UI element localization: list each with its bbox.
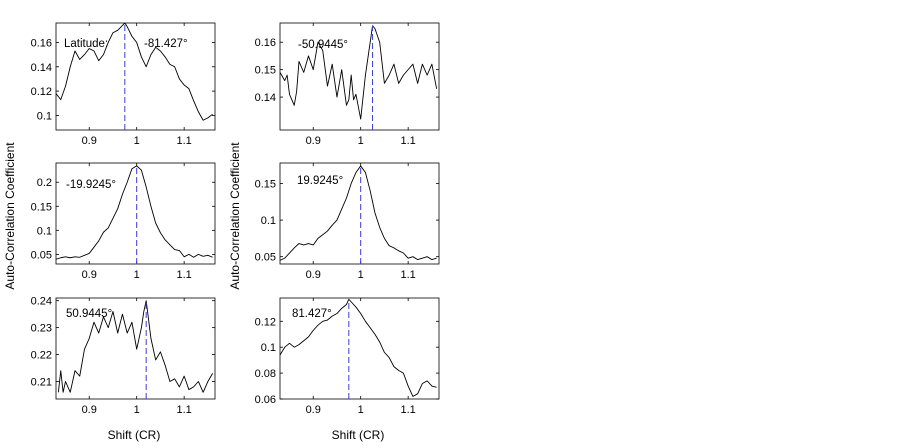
latitude-annotation: -19.9245° [66,179,116,191]
x-tick-label: 0.9 [306,404,321,416]
x-tick-label: 0.9 [306,269,321,281]
axes-box [279,162,440,265]
y-tick-label: 0.15 [31,201,52,213]
subplot-1: 0.1 0.12 0.14 0.16 0.9 1 1.1 Latitude: -81.427° [31,22,216,147]
y-tick-label: 0.22 [31,350,52,362]
x-tick-label: 1.1 [177,404,192,416]
series-line [57,300,214,393]
y-tick-label: 0.1 [261,342,276,354]
x-axis-label-left: Shift (CR) [108,428,161,442]
y-tick-label: 0.21 [31,376,52,388]
subplot-4: 0.05 0.1 0.15 0.9 1 1.1 19.9245° [255,162,440,281]
x-tick-label: 0.9 [82,404,97,416]
x-tick-label: 1.1 [401,404,416,416]
y-tick-label: 0.05 [255,252,276,264]
series-line [56,165,213,260]
y-axis-label-left: Auto-Correlation Coefficient [3,142,17,290]
y-tick-label: 0.15 [255,65,276,77]
subplot-5: 0.21 0.22 0.23 0.24 0.9 1 1.1 50.9445° [31,296,216,416]
y-tick-label: 0.05 [31,249,52,261]
x-tick-label: 1.1 [401,135,416,147]
y-tick-label: 0.08 [255,368,276,380]
series-line [56,23,213,121]
latitude-annotation: -50.9445° [298,39,348,51]
x-tick-label: 1.1 [177,269,192,281]
series-line [280,25,438,120]
x-tick-label: 1 [134,404,140,416]
y-tick-label: 0.1 [37,110,52,122]
x-tick-label: 1 [358,269,364,281]
axes-box [55,297,216,400]
y-tick-label: 0.16 [255,37,276,49]
x-tick-label: 1 [134,135,140,147]
y-tick-label: 0.14 [255,92,276,104]
x-tick-label: 1 [358,135,364,147]
y-tick-label: 0.15 [255,178,276,190]
y-tick-label: 0.2 [37,177,52,189]
annotation-prefix: Latitude: [64,38,108,50]
x-tick-label: 0.9 [82,135,97,147]
subplot-2: 0.14 0.15 0.16 0.9 1 1.1 -50.9445° [255,22,440,147]
series-line [280,165,437,261]
subplot-6: 0.06 0.08 0.1 0.12 0.9 1 1.1 81.427° [255,297,440,416]
y-tick-label: 0.23 [31,323,52,335]
x-tick-label: 1.1 [401,269,416,281]
y-tick-label: 0.24 [31,296,52,308]
subplot-3: 0.05 0.1 0.15 0.2 0.9 1 1.1 -19.9245° [31,162,216,281]
series-line [280,298,437,397]
y-tick-label: 0.1 [261,215,276,227]
x-tick-label: 0.9 [82,269,97,281]
y-tick-label: 0.12 [31,86,52,98]
y-axis-label-right: Auto-Correlation Coefficient [228,142,242,290]
latitude-annotation: 81.427° [292,308,332,320]
x-tick-label: 1 [358,404,364,416]
axes-box [55,162,216,265]
y-tick-label: 0.06 [255,394,276,406]
y-tick-label: 0.12 [255,316,276,328]
x-tick-label: 1.1 [177,135,192,147]
y-tick-label: 0.14 [31,62,52,74]
latitude-annotation: 19.9245° [297,175,343,187]
x-tick-label: 1 [134,269,140,281]
latitude-annotation: 50.9445° [66,308,112,320]
latitude-annotation: -81.427° [144,38,188,50]
x-axis-label-right: Shift (CR) [332,428,385,442]
y-tick-label: 0.16 [31,37,52,49]
axes-box [279,297,440,400]
x-tick-label: 0.9 [306,135,321,147]
y-tick-label: 0.1 [37,225,52,237]
